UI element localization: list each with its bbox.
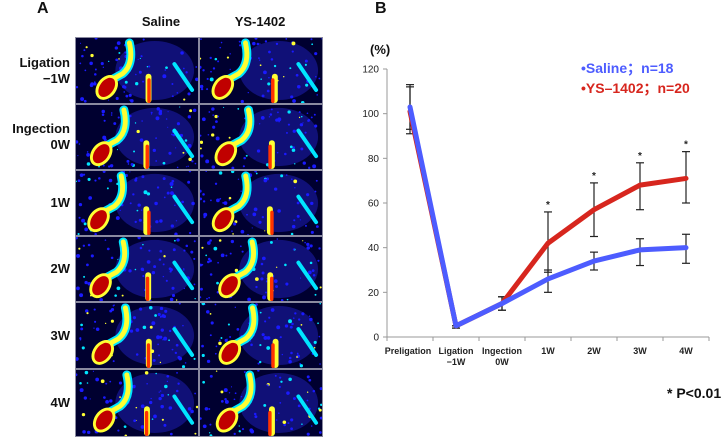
- row-label-0: Ligation −1W: [19, 54, 70, 86]
- significance-asterisk: *: [592, 171, 596, 182]
- x-tick-label: −1W: [447, 357, 466, 367]
- y-tick-label: 60: [368, 199, 380, 210]
- column-header-ys1402: YS-1402: [234, 14, 286, 29]
- legend-ys1402: •YS–1402；n=20: [581, 80, 690, 96]
- image-grid: [75, 37, 323, 437]
- row-label-5: 4W: [50, 395, 71, 410]
- significance-note: * P<0.01: [667, 385, 722, 401]
- image-cell-r4-c0: [75, 302, 199, 369]
- significance-asterisk: *: [546, 200, 550, 211]
- y-axis-unit: (%): [370, 42, 391, 57]
- series-line-0: [407, 104, 689, 329]
- image-cell-r3-c0: [75, 236, 199, 302]
- x-tick-label: Ingection: [482, 346, 522, 356]
- image-cell-r5-c0: [75, 369, 199, 437]
- row-label-3: 2W: [50, 261, 71, 276]
- image-cell-r4-c1: [199, 302, 323, 369]
- panel-a-label: A: [37, 0, 49, 17]
- column-header-saline: Saline: [141, 14, 181, 29]
- x-tick-label: 0W: [495, 357, 509, 367]
- y-tick-label: 100: [362, 109, 379, 120]
- image-cell-r3-c1: [199, 236, 323, 302]
- image-cell-r5-c1: [199, 369, 323, 437]
- image-cell-r0-c1: [199, 37, 323, 104]
- image-cell-r2-c0: [75, 170, 199, 236]
- significance-asterisk: *: [684, 140, 688, 151]
- y-tick-label: 20: [368, 288, 380, 299]
- y-tick-label: 40: [368, 243, 380, 254]
- row-label-4: 3W: [50, 327, 71, 343]
- x-tick-label: 2W: [587, 346, 601, 356]
- row-label-2: 1W: [50, 195, 71, 210]
- image-cell-r1-c0: [75, 104, 199, 170]
- image-cell-r1-c1: [199, 104, 323, 170]
- x-tick-label: 4W: [679, 346, 693, 356]
- panel-b-label: B: [375, 0, 387, 17]
- x-tick-label: Preligation: [385, 346, 432, 356]
- legend-saline: •Saline；n=18: [581, 60, 674, 76]
- y-tick-label: 0: [373, 333, 379, 344]
- x-tick-label: 1W: [541, 346, 555, 356]
- x-tick-label: Ligation: [439, 346, 474, 356]
- y-tick-label: 80: [368, 154, 380, 165]
- y-tick-label: 120: [362, 65, 379, 76]
- image-cell-r2-c1: [199, 170, 323, 236]
- row-label-1: Ingection 0W: [12, 121, 70, 152]
- x-tick-label: 3W: [633, 346, 647, 356]
- line-chart: 0 20 40 60 80 100 120 Preligation Ligation−1W Ing…: [362, 65, 710, 367]
- image-cell-r0-c0: [75, 37, 199, 104]
- significance-asterisk: *: [638, 151, 642, 162]
